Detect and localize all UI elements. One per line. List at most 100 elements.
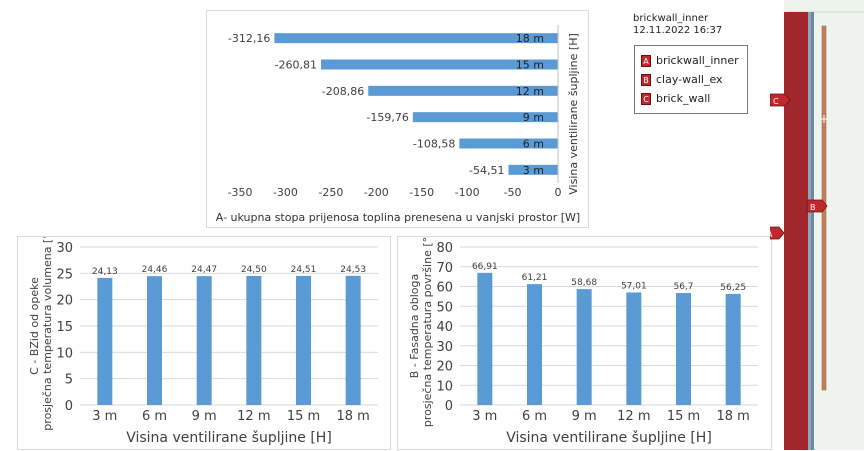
chart-b-panel: 0 10 20 30 40 50 60 70 80 66,91 3 m 61,21 6 m 58,68 9 …	[397, 236, 772, 450]
bar	[147, 276, 162, 405]
legend-label: brickwall_inner	[656, 54, 739, 67]
wall-model-view[interactable]: C B A	[770, 0, 864, 450]
marker-c[interactable]: C	[770, 93, 791, 107]
y-axis-label: Visina ventilirane šupljine [H]	[567, 33, 580, 195]
category-label: 9 m	[572, 409, 597, 424]
info-title: brickwall_inner	[633, 13, 709, 24]
category-label: 18 m	[716, 409, 749, 424]
bar	[459, 138, 558, 149]
tick-label: 25	[56, 267, 73, 282]
bar	[576, 289, 592, 405]
marker-b[interactable]: B	[806, 199, 828, 213]
chart-c: 0 5 10 15 20 25 30 24,13 3 m 24,46 6 m 24,47 9 m 24,5…	[28, 237, 378, 446]
legend-badge: C	[641, 92, 651, 105]
x-axis-label: Visina ventilirane šupljine [H]	[126, 430, 332, 446]
inner-wall-layer[interactable]	[784, 12, 808, 450]
tick-label: 50	[436, 300, 453, 315]
tick-label: -100	[455, 186, 480, 199]
data-label: 58,68	[571, 278, 597, 288]
bar	[508, 164, 558, 175]
air-gap-layer	[808, 12, 811, 450]
marker-b-shape	[806, 199, 828, 213]
bar	[725, 293, 741, 405]
category-label: 6 m	[523, 138, 544, 151]
legend-label: clay-wall_ex	[656, 73, 723, 86]
tick-label: 80	[436, 241, 453, 256]
bar	[477, 272, 493, 405]
bar	[368, 85, 558, 96]
category-label: 6 m	[522, 409, 547, 424]
legend-label: brick_wall	[656, 92, 711, 105]
data-label: -54,51	[469, 164, 504, 177]
data-label: -312,16	[228, 32, 270, 45]
category-label: 9 m	[192, 409, 217, 424]
bar	[527, 284, 542, 405]
data-label: 57,01	[621, 281, 647, 291]
tick-label: 60	[436, 281, 453, 296]
marker-c-shape	[770, 93, 791, 107]
data-label: 24,51	[291, 265, 317, 275]
category-label: 3 m	[92, 409, 117, 424]
chart-a: -54,51 3 m -108,58 6 m -159,76 9 m -208,86 12 m…	[216, 25, 580, 224]
data-label: -159,76	[366, 111, 408, 124]
category-label: 3 m	[523, 164, 544, 177]
category-label: 12 m	[237, 409, 270, 424]
data-label: 24,13	[92, 267, 118, 277]
bar	[196, 276, 212, 405]
tick-label: 40	[436, 320, 453, 335]
tick-label: 70	[436, 261, 453, 276]
marker-b-label: B	[810, 203, 816, 212]
info-timestamp: 12.11.2022 16:37	[633, 25, 723, 36]
tick-label: 10	[436, 379, 453, 394]
bar	[676, 293, 691, 405]
data-label: 56,25	[720, 283, 746, 293]
tick-label: 10	[56, 346, 73, 361]
bar	[626, 292, 642, 405]
bar	[321, 59, 558, 70]
bar	[97, 277, 113, 405]
data-label: 61,21	[522, 273, 548, 283]
cladding-layer[interactable]	[811, 12, 814, 450]
data-label: 56,7	[673, 282, 693, 292]
data-label: -108,58	[413, 138, 455, 151]
tick-label: 15	[56, 320, 73, 335]
category-label: 3 m	[472, 409, 497, 424]
legend-badge: B	[641, 73, 651, 86]
tick-label: -300	[273, 186, 298, 199]
category-label: 18 m	[516, 32, 544, 45]
tick-label: -200	[364, 186, 389, 199]
tick-label: 30	[436, 340, 453, 355]
tick-label: 0	[445, 399, 453, 414]
category-label: 18 m	[336, 409, 369, 424]
bar	[274, 33, 558, 44]
tick-label: 20	[56, 294, 73, 309]
info-block: brickwall_inner 12.11.2022 16:37	[633, 13, 722, 37]
category-label: 12 m	[516, 85, 544, 98]
marker-a[interactable]: A	[770, 226, 785, 240]
legend-badge: A	[641, 54, 651, 67]
data-label: 66,91	[472, 262, 498, 272]
marker-a-label: A	[770, 230, 773, 239]
marker-c-label: C	[773, 97, 779, 106]
tick-label: -350	[228, 186, 253, 199]
tick-label: -250	[318, 186, 343, 199]
legend-item: A brickwall_inner	[641, 51, 747, 70]
y-axis-label: C - BZid od opeke	[28, 277, 41, 375]
category-label: 9 m	[523, 111, 544, 124]
tick-label: 20	[436, 360, 453, 375]
bar	[345, 275, 361, 405]
bar	[246, 275, 262, 405]
data-label: -208,86	[322, 85, 364, 98]
x-axis-label: A- ukupna stopa prijenosa toplina prenes…	[216, 211, 580, 224]
bar	[412, 112, 558, 123]
category-label: 15 m	[287, 409, 320, 424]
chart-c-panel: 0 5 10 15 20 25 30 24,13 3 m 24,46 6 m 24,47 9 m 24,5…	[17, 236, 391, 450]
tick-label: -150	[409, 186, 434, 199]
bar	[296, 275, 311, 405]
tick-label: -50	[504, 186, 522, 199]
chart-a-panel: -54,51 3 m -108,58 6 m -159,76 9 m -208,86 12 m…	[206, 10, 589, 228]
legend-box: A brickwall_inner B clay-wall_ex C brick…	[634, 45, 748, 114]
data-label: 24,46	[142, 265, 168, 275]
legend-item: C brick_wall	[641, 89, 747, 108]
category-label: 12 m	[617, 409, 650, 424]
